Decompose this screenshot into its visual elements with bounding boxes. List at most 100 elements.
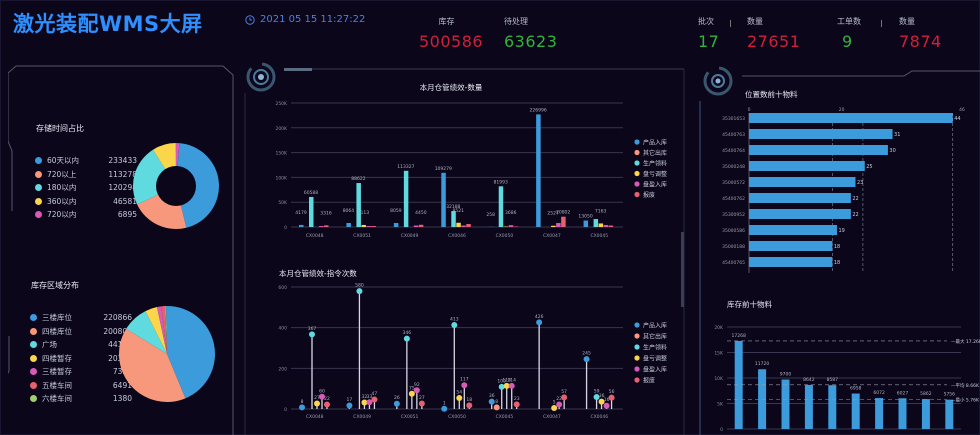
lollipop-point[interactable] bbox=[299, 404, 305, 411]
bar[interactable] bbox=[828, 385, 837, 429]
legend-item[interactable]: 四楼库位 200807 bbox=[30, 325, 132, 339]
bar[interactable] bbox=[749, 193, 851, 203]
bar[interactable] bbox=[749, 209, 851, 219]
pie-slice[interactable] bbox=[145, 307, 167, 354]
lollipop-point[interactable] bbox=[513, 401, 520, 408]
lollipop-point[interactable] bbox=[366, 399, 373, 406]
lollipop-point[interactable] bbox=[356, 288, 363, 295]
legend-item[interactable]: 360以内 46581 bbox=[35, 195, 137, 209]
lollipop-point[interactable] bbox=[551, 404, 558, 411]
legend-item[interactable]: 五楼车间 6491 bbox=[30, 379, 132, 393]
lollipop-point[interactable] bbox=[583, 356, 590, 363]
legend-item[interactable]: 六楼车间 1380 bbox=[30, 392, 132, 406]
bar[interactable] bbox=[418, 224, 424, 227]
bar[interactable] bbox=[393, 223, 399, 227]
lollipop-point[interactable] bbox=[418, 400, 425, 407]
legend-item[interactable]: 720以内 6895 bbox=[35, 208, 137, 222]
bar[interactable] bbox=[804, 384, 813, 429]
scrollbar[interactable] bbox=[681, 232, 684, 307]
lollipop-point[interactable] bbox=[371, 396, 378, 403]
bar[interactable] bbox=[603, 225, 609, 227]
pie-slice[interactable] bbox=[176, 143, 219, 228]
bar[interactable] bbox=[556, 223, 561, 227]
bar[interactable] bbox=[346, 223, 351, 227]
lollipop-point[interactable] bbox=[503, 382, 510, 389]
bar[interactable] bbox=[551, 225, 556, 227]
bar[interactable] bbox=[749, 225, 837, 235]
qty-bar-chart[interactable]: 本月仓管绩效-数量 0 50K 100K 150K 200K 250K CX0048 CX005… bbox=[251, 79, 681, 244]
lollipop-point[interactable] bbox=[408, 390, 415, 397]
pie-slice[interactable] bbox=[156, 306, 167, 354]
bar[interactable] bbox=[498, 186, 504, 227]
bar[interactable] bbox=[451, 211, 456, 227]
bar[interactable] bbox=[441, 172, 446, 227]
bar[interactable] bbox=[361, 224, 366, 227]
lollipop-point[interactable] bbox=[466, 402, 473, 409]
lollipop-point[interactable] bbox=[498, 383, 505, 390]
bar[interactable] bbox=[921, 399, 930, 429]
lollipop-point[interactable] bbox=[603, 402, 610, 409]
lollipop-point[interactable] bbox=[493, 404, 500, 411]
lollipop-point[interactable] bbox=[309, 331, 315, 338]
lollipop-point[interactable] bbox=[456, 395, 463, 402]
bar[interactable] bbox=[309, 196, 314, 227]
bar[interactable] bbox=[461, 225, 466, 227]
bar[interactable] bbox=[749, 177, 856, 187]
lollipop-point[interactable] bbox=[488, 398, 495, 405]
bar[interactable] bbox=[319, 226, 324, 227]
bar[interactable] bbox=[598, 223, 604, 227]
bar[interactable] bbox=[851, 393, 860, 429]
bar[interactable] bbox=[299, 224, 304, 227]
area-pie-chart[interactable] bbox=[117, 304, 217, 404]
bar[interactable] bbox=[875, 398, 884, 429]
lollipop-point[interactable] bbox=[561, 394, 568, 401]
pie-slice[interactable] bbox=[126, 311, 167, 354]
lollipop-point[interactable] bbox=[441, 405, 448, 412]
bar[interactable] bbox=[781, 379, 790, 429]
bar[interactable] bbox=[371, 226, 376, 227]
bar[interactable] bbox=[749, 257, 833, 267]
legend-item[interactable]: 180以内 120298 bbox=[35, 181, 137, 195]
age-donut-chart[interactable] bbox=[131, 141, 221, 231]
lollipop-point[interactable] bbox=[393, 400, 400, 407]
bar[interactable] bbox=[324, 225, 329, 227]
pie-slice[interactable] bbox=[165, 306, 167, 354]
lollipop-point[interactable] bbox=[361, 399, 368, 406]
lollipop-point[interactable] bbox=[324, 401, 330, 408]
bar[interactable] bbox=[403, 170, 409, 227]
bar[interactable] bbox=[749, 161, 865, 171]
lollipop-point[interactable] bbox=[598, 398, 605, 405]
bar[interactable] bbox=[749, 129, 893, 139]
lollipop-point[interactable] bbox=[314, 400, 320, 407]
pie-slice[interactable] bbox=[119, 328, 186, 402]
lollipop-point[interactable] bbox=[508, 382, 515, 389]
legend-item[interactable]: 60天以内 233433 bbox=[35, 154, 137, 168]
stock-top10-chart[interactable]: 库存前十物料 0 5K 10K 15K 20K 17268 11720 9700 8642 8587… bbox=[699, 291, 980, 435]
bar[interactable] bbox=[945, 399, 954, 429]
bar[interactable] bbox=[593, 219, 599, 227]
bar[interactable] bbox=[413, 225, 419, 227]
lollipop-point[interactable] bbox=[346, 402, 353, 409]
bar[interactable] bbox=[749, 113, 953, 123]
lollipop-point[interactable] bbox=[413, 387, 420, 394]
lollipop-point[interactable] bbox=[593, 394, 600, 401]
bar[interactable] bbox=[898, 398, 907, 429]
pie-slice[interactable] bbox=[161, 306, 167, 354]
bar[interactable] bbox=[749, 145, 888, 155]
bar[interactable] bbox=[758, 369, 767, 429]
bar[interactable] bbox=[366, 226, 371, 227]
location-hbar-chart[interactable]: 位置数前十物料02046最小: 18平均: 24.60最大: 435301653… bbox=[699, 86, 980, 276]
bar[interactable] bbox=[356, 183, 361, 227]
cmd-lollipop-chart[interactable]: 本月仓管绩效-指令次数02004006008367276022CX0048175… bbox=[251, 263, 681, 435]
lollipop-point[interactable] bbox=[461, 382, 468, 389]
legend-item[interactable]: 720以上 113278 bbox=[35, 168, 137, 182]
lollipop-point[interactable] bbox=[403, 335, 410, 342]
lollipop-point[interactable] bbox=[536, 319, 543, 326]
lollipop-point[interactable] bbox=[556, 401, 563, 408]
bar[interactable] bbox=[608, 225, 614, 227]
bar[interactable] bbox=[466, 224, 471, 227]
bar[interactable] bbox=[749, 241, 833, 251]
bar[interactable] bbox=[734, 340, 743, 429]
bar[interactable] bbox=[508, 225, 514, 227]
lollipop-point[interactable] bbox=[451, 322, 458, 329]
